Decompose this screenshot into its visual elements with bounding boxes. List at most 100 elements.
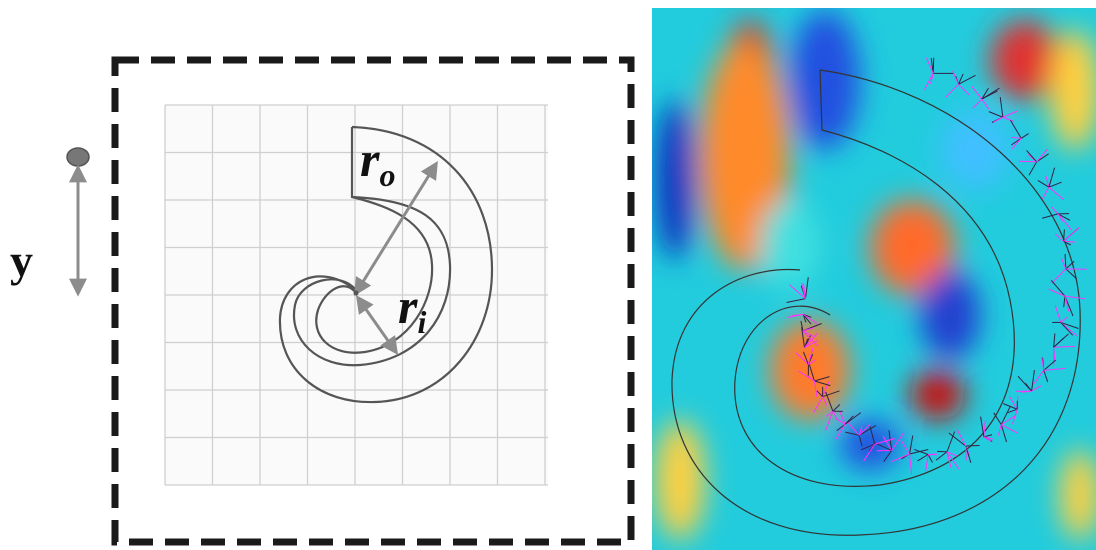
- field-vector: [846, 421, 860, 436]
- field-vector: [802, 313, 818, 325]
- field-vector: [1051, 268, 1067, 284]
- field-vector: [890, 453, 910, 463]
- field-vector: [1010, 120, 1022, 139]
- field-vector: [1001, 424, 1019, 434]
- field-vector: [891, 432, 905, 451]
- field-vector: [1041, 356, 1045, 371]
- field-vector: [983, 436, 992, 442]
- field-vector: [958, 73, 964, 85]
- dashed-frame: [111, 56, 635, 546]
- field-vector: [980, 416, 985, 437]
- field-vector: [914, 448, 929, 455]
- field-blob: [910, 370, 965, 420]
- field-vector: [958, 74, 976, 85]
- field-vector: [1037, 180, 1050, 188]
- field-blob: [700, 40, 790, 270]
- field-vector: [1054, 233, 1064, 242]
- field-vector: [1060, 321, 1079, 329]
- field-spiral-outline: [671, 69, 1081, 536]
- field-vector: [835, 423, 846, 440]
- field-vector: [832, 411, 839, 422]
- field-vector: [814, 376, 830, 382]
- field-vector: [822, 396, 828, 406]
- field-vector: [869, 426, 876, 445]
- field-vector: [1057, 213, 1072, 231]
- field-vector: [1026, 150, 1038, 163]
- field-vector: [813, 396, 824, 413]
- field-vector: [808, 363, 815, 382]
- field-vector: [802, 327, 815, 332]
- field-vector: [832, 404, 841, 412]
- field-vector: [988, 111, 1004, 118]
- field-vector: [1043, 370, 1049, 383]
- field-vector: [1053, 345, 1075, 348]
- field-vector: [946, 451, 952, 468]
- field-map-panel: [652, 8, 1096, 550]
- field-vector: [1031, 385, 1042, 392]
- field-vector: [1020, 133, 1029, 139]
- field-blob: [940, 110, 1010, 190]
- field-vector: [1043, 359, 1057, 371]
- field-vector: [946, 431, 956, 453]
- field-vector: [874, 442, 892, 451]
- field-vector: [1007, 408, 1018, 414]
- field-vector: [993, 116, 1004, 123]
- field-vector: [956, 429, 967, 447]
- field-vector: [1053, 347, 1056, 361]
- field-vector: [860, 443, 875, 451]
- field-blob: [1060, 450, 1096, 540]
- field-vector: [999, 97, 1004, 118]
- field-vector: [971, 86, 983, 100]
- field-vector: [802, 330, 819, 347]
- field-vector: [825, 410, 834, 417]
- field-blob: [655, 420, 705, 540]
- field-vector: [807, 347, 814, 365]
- field-vector: [858, 435, 863, 447]
- field-vectors: [786, 57, 1087, 475]
- field-vector: [1045, 175, 1050, 188]
- field-vector: [1000, 405, 1011, 425]
- field-vector: [1012, 409, 1018, 425]
- field-vector: [1041, 186, 1050, 200]
- field-vector: [1048, 167, 1056, 188]
- field-vector: [1057, 213, 1071, 221]
- field-vector: [1042, 213, 1059, 219]
- field-vector: [1028, 161, 1038, 176]
- field-vector: [825, 411, 834, 431]
- field-vector: [863, 443, 876, 462]
- field-vector: [1063, 227, 1080, 242]
- field-vector: [786, 298, 806, 303]
- field-vector: [1061, 258, 1067, 270]
- field-vector: [814, 380, 831, 387]
- field-vector: [948, 432, 966, 447]
- field-vector: [972, 98, 983, 109]
- field-blob: [870, 200, 955, 295]
- outer-radius-arrow: [354, 160, 438, 297]
- source-marker: [66, 147, 90, 167]
- field-vector: [1054, 305, 1062, 323]
- field-vector: [804, 339, 818, 349]
- field-vector: [1048, 186, 1065, 201]
- field-vector: [808, 359, 816, 365]
- field-vector: [802, 351, 809, 365]
- field-vector: [1064, 295, 1086, 300]
- field-vector: [1008, 395, 1018, 410]
- field-vector: [806, 375, 815, 382]
- field-vector: [981, 88, 989, 100]
- inner-radius-label: ri: [398, 278, 426, 340]
- field-vector: [1065, 260, 1075, 270]
- field-vector: [923, 73, 934, 90]
- field-vector: [1064, 295, 1070, 312]
- field-vector: [1000, 414, 1017, 426]
- field-vector: [813, 380, 818, 398]
- field-vector: [1048, 288, 1066, 297]
- field-blob: [840, 420, 900, 470]
- field-vector: [917, 454, 929, 462]
- field-vector: [900, 440, 910, 455]
- field-vector: [1019, 160, 1037, 163]
- field-vector: [1031, 369, 1035, 392]
- field-vector: [822, 390, 840, 398]
- field-vector: [965, 445, 972, 463]
- field-vector: [1065, 268, 1078, 280]
- field-vector: [804, 277, 809, 299]
